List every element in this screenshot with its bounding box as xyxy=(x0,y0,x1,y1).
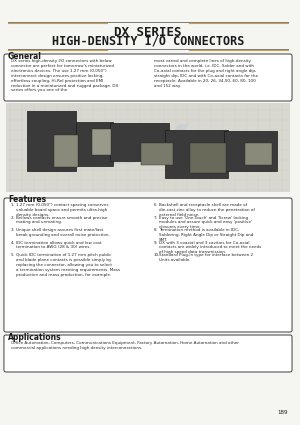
Text: 1.27 mm (0.050") contact spacing conserves
valuable board space and permits ultr: 1.27 mm (0.050") contact spacing conserv… xyxy=(16,203,108,217)
Text: 189: 189 xyxy=(278,410,288,415)
FancyBboxPatch shape xyxy=(165,130,228,178)
Text: 10.: 10. xyxy=(154,253,160,257)
FancyBboxPatch shape xyxy=(76,122,113,166)
FancyBboxPatch shape xyxy=(110,123,169,161)
Text: 8.: 8. xyxy=(154,228,158,232)
Text: 9.: 9. xyxy=(154,241,158,244)
Bar xyxy=(54,135,78,167)
FancyBboxPatch shape xyxy=(0,0,296,425)
Text: IDC termination allows quick and low cost
termination to AWG (28 & 30) wires.: IDC termination allows quick and low cos… xyxy=(16,241,101,249)
Text: Easy to use 'One-Touch' and 'Screw' locking
modules and assure quick and easy 'p: Easy to use 'One-Touch' and 'Screw' lock… xyxy=(159,215,252,230)
Text: DX series high-density I/O connectors with below
connector are perfect for tomor: DX series high-density I/O connectors wi… xyxy=(11,59,118,92)
Text: General: General xyxy=(8,52,42,61)
FancyBboxPatch shape xyxy=(224,131,277,171)
Text: Office Automation, Computers, Communications Equipment, Factory Automation, Home: Office Automation, Computers, Communicat… xyxy=(11,341,239,350)
Text: DX: DX xyxy=(106,122,190,174)
Bar xyxy=(190,143,226,173)
Text: HIGH-DENSITY I/O CONNECTORS: HIGH-DENSITY I/O CONNECTORS xyxy=(52,34,244,48)
Text: most varied and complete lines of high-density
connectors in the world, i.e. IDC: most varied and complete lines of high-d… xyxy=(154,59,258,88)
Bar xyxy=(6,103,290,192)
FancyBboxPatch shape xyxy=(27,111,76,171)
Text: DX SERIES: DX SERIES xyxy=(114,26,182,39)
Bar xyxy=(92,129,112,155)
Text: Bellows contacts ensure smooth and precise
mating and unmating.: Bellows contacts ensure smooth and preci… xyxy=(16,215,107,224)
Text: 6.: 6. xyxy=(154,203,158,207)
Text: Backshell and receptacle shell are made of
die-cast zinc alloy to reduce the pen: Backshell and receptacle shell are made … xyxy=(159,203,255,217)
Text: Termination method is available in IDC,
Soldering, Right Angle Dip or Straight D: Termination method is available in IDC, … xyxy=(159,228,253,242)
Text: Quick IDC termination of 1.27 mm pitch public
and blade plane contacts is possib: Quick IDC termination of 1.27 mm pitch p… xyxy=(16,253,120,277)
Bar xyxy=(245,143,272,165)
Text: Unique shell design assures first mate/last
break grounding and overall noise pr: Unique shell design assures first mate/l… xyxy=(16,228,110,237)
Text: 7.: 7. xyxy=(154,215,158,219)
Text: Features: Features xyxy=(8,195,46,204)
Text: 4.: 4. xyxy=(11,241,15,244)
FancyBboxPatch shape xyxy=(4,198,292,332)
FancyBboxPatch shape xyxy=(4,335,292,372)
Text: 5.: 5. xyxy=(11,253,15,257)
Text: Applications: Applications xyxy=(8,333,61,342)
Text: 2.: 2. xyxy=(11,215,15,219)
FancyBboxPatch shape xyxy=(4,54,292,101)
Bar xyxy=(141,143,173,165)
Text: 1.: 1. xyxy=(11,203,15,207)
Text: DX with 3 coaxial and 3 cavities for Co-axial
contacts are widely introduced to : DX with 3 coaxial and 3 cavities for Co-… xyxy=(159,241,261,254)
Text: Standard Plug-In type for interface between 2
Units available.: Standard Plug-In type for interface betw… xyxy=(159,253,253,262)
Text: 3.: 3. xyxy=(11,228,15,232)
